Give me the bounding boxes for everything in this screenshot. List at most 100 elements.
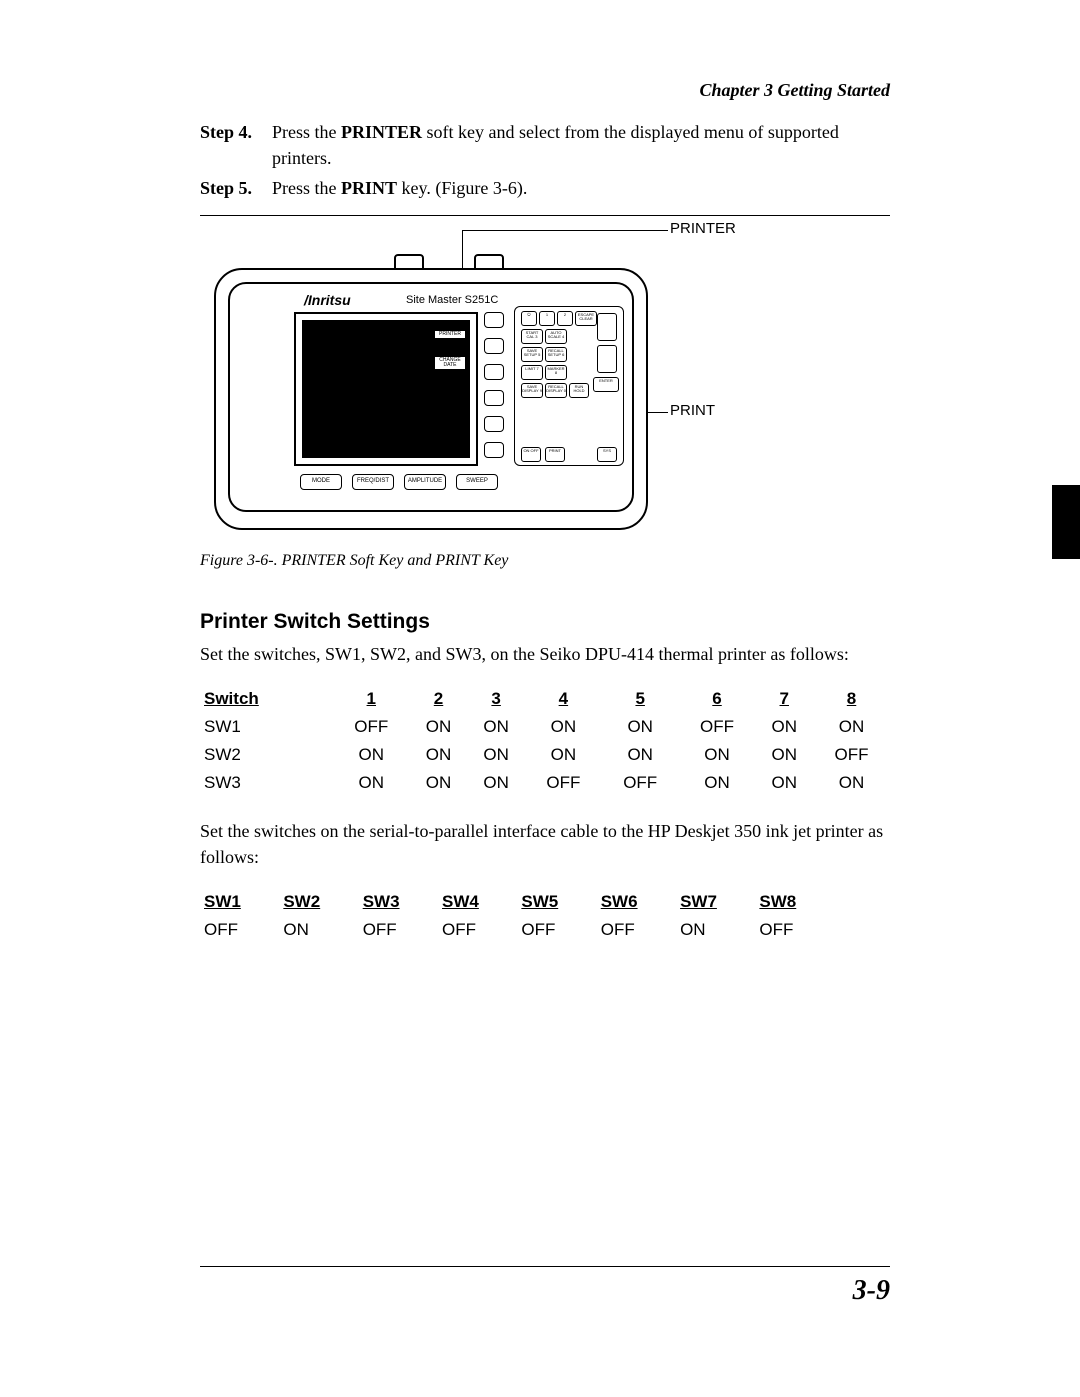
td: SW2 [200,741,333,769]
step-bold: PRINT [341,178,397,198]
th: 3 [467,685,525,713]
softkey-button [484,390,504,406]
screen-inner: PRINTER CHANGE DATE [302,320,470,458]
kp-btn-runhold: RUN HOLD [569,383,589,398]
th: SW5 [517,888,596,916]
model-label: Site Master S251C [406,294,498,306]
table-row: SW2 ON ON ON ON ON ON ON OFF [200,741,890,769]
th: SW7 [676,888,755,916]
td: OFF [813,741,890,769]
td: ON [679,769,756,797]
step-label: Step 4. [200,119,272,171]
td: OFF [525,769,602,797]
td: OFF [359,916,438,944]
softkey-button [484,312,504,328]
table-row: SW1 OFF ON ON ON ON OFF ON ON [200,713,890,741]
brand-label: /Inritsu [304,292,351,308]
step-5: Step 5. Press the PRINT key. (Figure 3-6… [200,175,890,201]
td: ON [467,713,525,741]
switch-table-2: SW1 SW2 SW3 SW4 SW5 SW6 SW7 SW8 OFF ON O… [200,888,835,944]
kp-btn-onoff: ON OFF [521,447,541,462]
kp-btn-startcal: START CAL 3 [521,329,543,344]
th: SW4 [438,888,517,916]
kp-btn: ⏻ [521,311,537,326]
td: OFF [333,713,410,741]
kp-down-arrow [597,345,617,373]
kp-btn-2: 2 [557,311,573,326]
td: ON [813,769,890,797]
td: OFF [517,916,596,944]
switch-table-1: Switch 1 2 3 4 5 6 7 8 SW1 OFF ON ON ON … [200,685,890,797]
device-illustration: /Inritsu Site Master S251C PRINTER CHANG… [214,246,644,526]
td: OFF [438,916,517,944]
td: ON [410,769,468,797]
td: ON [410,741,468,769]
th: 4 [525,685,602,713]
td: ON [755,769,813,797]
table-row: SW3 ON ON ON OFF OFF ON ON ON [200,769,890,797]
td: ON [467,741,525,769]
footer-rule [200,1266,890,1267]
td: ON [602,741,679,769]
kp-btn-savedisp: SAVE DISPLAY 9 [521,383,543,398]
step-label: Step 5. [200,175,272,201]
td: OFF [602,769,679,797]
kp-btn-1: 1 [539,311,555,326]
th: Switch [200,685,333,713]
th: 1 [333,685,410,713]
steps-list: Step 4. Press the PRINTER soft key and s… [200,119,890,201]
separator-rule [200,215,890,216]
softkey-button [484,338,504,354]
intro-text-1: Set the switches, SW1, SW2, and SW3, on … [200,642,890,667]
kp-btn-recalldisp: RECALL DISPLAY 0 [545,383,567,398]
callout-line [462,230,668,231]
th: 8 [813,685,890,713]
step-pre: Press the [272,178,341,198]
thumb-tab [1052,485,1080,559]
th: SW8 [755,888,834,916]
td: ON [525,741,602,769]
btn-freqdist: FREQ/DIST [352,474,394,490]
td: ON [679,741,756,769]
kp-btn-enter: ENTER [593,377,619,392]
th: 6 [679,685,756,713]
figure-3-6: PRINTER PRINT /Inritsu Site Master S251C… [214,226,890,536]
td: OFF [200,916,279,944]
keypad: ⏻ 1 2 ESCAPE CLEAR START CAL 3 AUTO SCAL… [514,306,624,466]
step-text: Press the PRINTER soft key and select fr… [272,119,890,171]
td: SW3 [200,769,333,797]
td: OFF [597,916,676,944]
softkey-button [484,442,504,458]
kp-btn-escape: ESCAPE CLEAR [575,311,597,326]
td: ON [755,713,813,741]
th: SW2 [279,888,358,916]
table-header-row: Switch 1 2 3 4 5 6 7 8 [200,685,890,713]
td: SW1 [200,713,333,741]
td: ON [755,741,813,769]
table-row: OFF ON OFF OFF OFF OFF ON OFF [200,916,835,944]
kp-btn-marker: MARKER 8 [545,365,567,380]
td: ON [410,713,468,741]
page-content: Chapter 3 Getting Started Step 4. Press … [0,0,1080,944]
step-4: Step 4. Press the PRINTER soft key and s… [200,119,890,171]
kp-btn-savesetup: SAVE SETUP 5 [521,347,543,362]
td: ON [602,713,679,741]
chapter-header: Chapter 3 Getting Started [200,80,890,101]
kp-btn-limit: LIMIT 7 [521,365,543,380]
softkey-button [484,416,504,432]
btn-amplitude: AMPLITUDE [404,474,446,490]
step-text: Press the PRINT key. (Figure 3-6). [272,175,890,201]
td: ON [813,713,890,741]
table-header-row: SW1 SW2 SW3 SW4 SW5 SW6 SW7 SW8 [200,888,835,916]
td: ON [525,713,602,741]
softkey-column [484,312,504,468]
td: OFF [755,916,834,944]
td: ON [467,769,525,797]
th: 5 [602,685,679,713]
th: SW3 [359,888,438,916]
td: ON [333,769,410,797]
softkey-label-printer: PRINTER [434,330,466,339]
kp-up-arrow [597,313,617,341]
td: ON [333,741,410,769]
td: ON [279,916,358,944]
